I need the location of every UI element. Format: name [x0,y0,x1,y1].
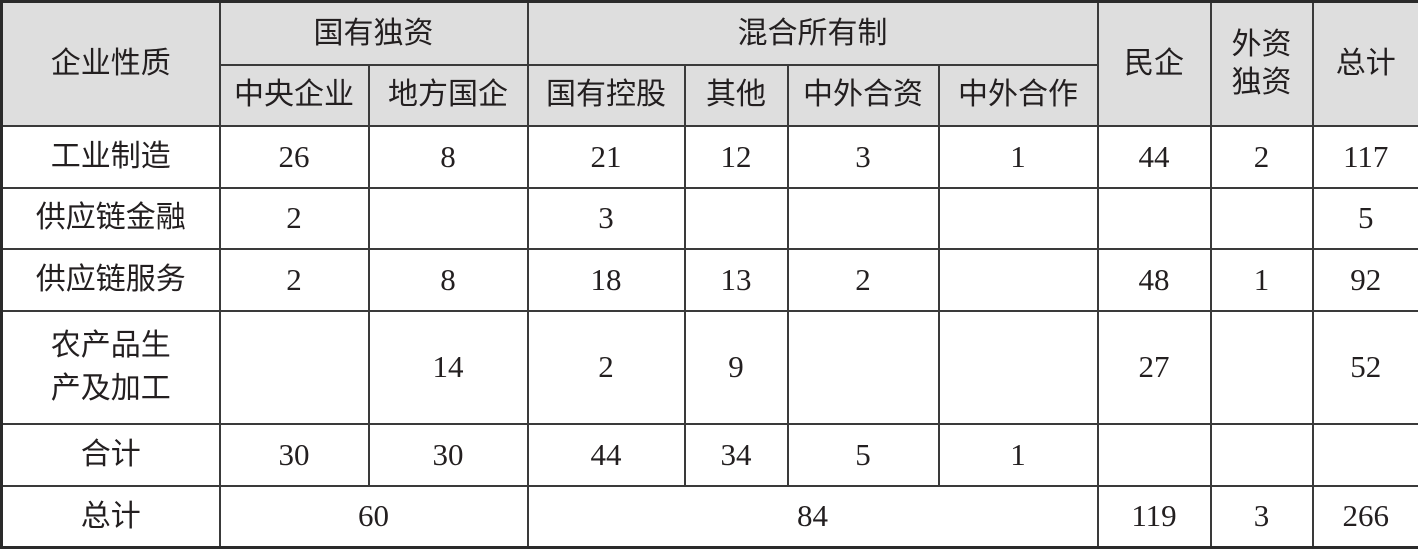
table-cell: 1 [1211,249,1313,311]
table-cell: 3 [528,188,685,249]
table-cell: 30 [220,424,369,486]
table-cell [788,311,939,424]
row-label: 供应链服务 [2,249,220,311]
header-total: 总计 [1313,2,1418,126]
table-cell [939,249,1098,311]
header-enterprise-nature: 企业性质 [2,2,220,126]
table-cell: 2 [220,249,369,311]
table-cell: 34 [685,424,788,486]
total-state: 60 [220,486,528,548]
table-cell: 44 [1098,126,1211,188]
table-cell [788,188,939,249]
subheader-cell: 国有控股 [528,65,685,126]
table-cell: 117 [1313,126,1418,188]
row-label: 农产品生 产及加工 [2,311,220,424]
table-cell [939,311,1098,424]
table-cell: 12 [685,126,788,188]
table-cell: 3 [788,126,939,188]
table-cell [220,311,369,424]
table-cell [1211,311,1313,424]
total-mixed: 84 [528,486,1098,548]
total-row-label: 总计 [2,486,220,548]
table-cell: 44 [528,424,685,486]
table-cell: 26 [220,126,369,188]
subheader-cell: 中外合资 [788,65,939,126]
subheader-cell: 中央企业 [220,65,369,126]
total-grand: 266 [1313,486,1418,548]
table-cell: 2 [788,249,939,311]
header-state-owned: 国有独资 [220,2,528,65]
table-cell: 1 [939,126,1098,188]
header-mixed-ownership: 混合所有制 [528,2,1098,65]
table-cell [1098,424,1211,486]
table-cell: 52 [1313,311,1418,424]
table-cell: 2 [220,188,369,249]
table-cell: 8 [369,126,528,188]
total-foreign: 3 [1211,486,1313,548]
table-cell: 2 [1211,126,1313,188]
subheader-cell: 其他 [685,65,788,126]
row-label: 供应链金融 [2,188,220,249]
table-cell: 13 [685,249,788,311]
table-cell: 5 [1313,188,1418,249]
table-cell [1211,188,1313,249]
table-cell [685,188,788,249]
subheader-cell: 中外合作 [939,65,1098,126]
header-foreign: 外资 独资 [1211,2,1313,126]
table-cell: 27 [1098,311,1211,424]
table-cell [1211,424,1313,486]
table-cell: 18 [528,249,685,311]
table-cell: 2 [528,311,685,424]
table-cell: 8 [369,249,528,311]
row-label: 合计 [2,424,220,486]
table-cell [369,188,528,249]
table-cell: 48 [1098,249,1211,311]
table-cell: 9 [685,311,788,424]
header-private: 民企 [1098,2,1211,126]
table-cell: 21 [528,126,685,188]
subheader-cell: 地方国企 [369,65,528,126]
table-cell [1098,188,1211,249]
table-cell: 30 [369,424,528,486]
table-cell: 5 [788,424,939,486]
total-private: 119 [1098,486,1211,548]
table-cell [1313,424,1418,486]
row-label: 工业制造 [2,126,220,188]
table-cell: 92 [1313,249,1418,311]
table-cell: 14 [369,311,528,424]
table-cell: 1 [939,424,1098,486]
table-cell [939,188,1098,249]
